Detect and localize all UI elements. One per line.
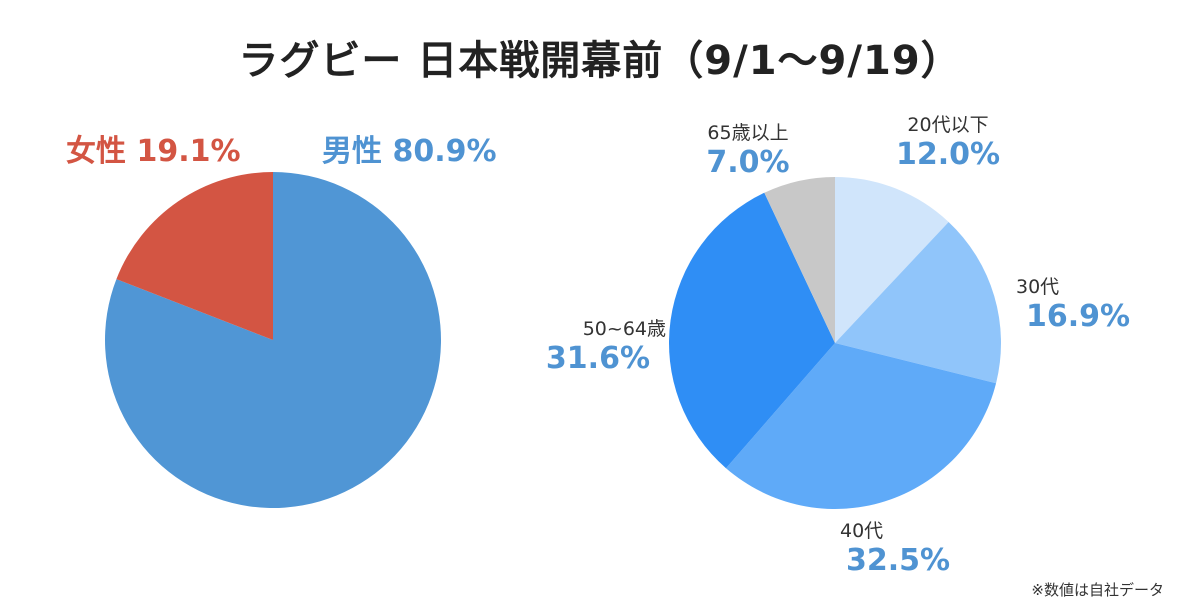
age-label-65plus: 65歳以上 7.0%	[668, 118, 828, 180]
age-65-value: 7.0%	[706, 145, 790, 180]
age-label-40s: 40代 32.5%	[828, 516, 968, 578]
age-pie	[669, 177, 1002, 510]
age-20-value: 12.0%	[895, 137, 1001, 172]
age-label-50-64: 50~64歳 31.6%	[540, 314, 680, 376]
pie-slice-3	[726, 343, 997, 510]
pie-slice-5	[764, 177, 835, 343]
age-20-label: 20代以下	[907, 114, 989, 136]
data-source-note: ※数値は自社データ	[1031, 581, 1164, 599]
age-40-label: 40代	[840, 520, 884, 542]
chart-title: ラグビー 日本戦開幕前（9/1〜9/19）	[238, 38, 962, 84]
gender-pie	[104, 172, 441, 509]
male-label: 男性	[322, 134, 382, 169]
pie-slice-2	[116, 172, 274, 340]
age-40-value: 32.5%	[845, 543, 951, 578]
pie-slice-1	[835, 177, 949, 343]
pie-slice-4	[669, 192, 835, 469]
age-65-label: 65歳以上	[707, 122, 789, 144]
male-value: 80.9%	[392, 134, 497, 169]
age-label-20s: 20代以下 12.0%	[868, 110, 1028, 172]
age-30-value: 16.9%	[1026, 299, 1131, 334]
age-50-value: 31.6%	[545, 341, 650, 376]
female-value: 19.1%	[136, 134, 241, 169]
pie-slice-2	[835, 221, 1002, 384]
gender-label-female: 女性 19.1%	[66, 126, 241, 170]
pie-slice-1	[104, 172, 441, 509]
gender-label-male: 男性 80.9%	[322, 126, 497, 170]
age-label-30s: 30代 16.9%	[1006, 272, 1142, 334]
female-label: 女性	[66, 134, 126, 169]
age-30-label: 30代	[1016, 276, 1060, 298]
age-50-label: 50~64歳	[582, 318, 666, 340]
